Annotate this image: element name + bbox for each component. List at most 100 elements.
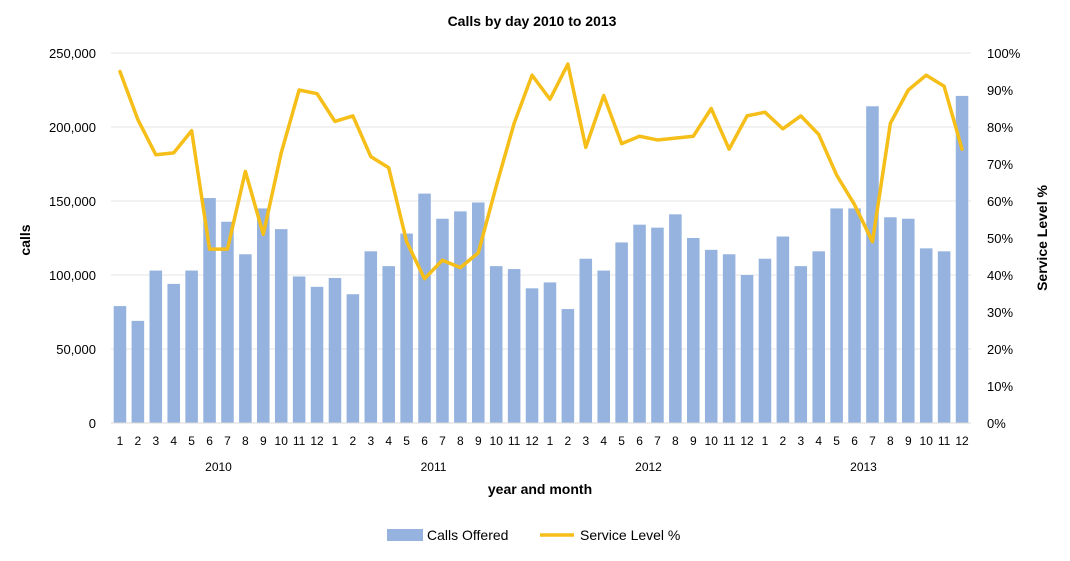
- bar: [920, 248, 933, 423]
- bar: [526, 288, 539, 423]
- x-tick-label: 2: [780, 434, 787, 448]
- y2-tick-label: 70%: [987, 157, 1013, 172]
- bar: [723, 254, 736, 423]
- bar: [562, 309, 575, 423]
- x-tick-label: 8: [242, 434, 249, 448]
- x-tick-label: 2: [135, 434, 142, 448]
- x-tick-label: 5: [618, 434, 625, 448]
- x-tick-label: 12: [740, 434, 754, 448]
- x-tick-label: 6: [206, 434, 213, 448]
- bar: [741, 275, 754, 423]
- bar: [938, 251, 951, 423]
- x-tick-label: 10: [705, 434, 719, 448]
- x-tick-label: 3: [367, 434, 374, 448]
- x-tick-label: 5: [188, 434, 195, 448]
- x-tick-label: 3: [152, 434, 159, 448]
- bar: [687, 238, 700, 423]
- bar: [436, 219, 449, 423]
- legend-swatch-calls-offered: [387, 529, 423, 541]
- x-year-label: 2012: [635, 460, 662, 474]
- bar: [400, 234, 413, 423]
- bar: [830, 208, 843, 423]
- bar: [848, 208, 861, 423]
- bar: [329, 278, 342, 423]
- bar: [866, 106, 879, 423]
- x-tick-label: 4: [815, 434, 822, 448]
- bar: [239, 254, 252, 423]
- y2-tick-label: 80%: [987, 120, 1013, 135]
- bar: [705, 250, 718, 423]
- bar: [293, 276, 306, 423]
- x-tick-label: 1: [117, 434, 124, 448]
- bar: [902, 219, 915, 423]
- y2-tick-label: 30%: [987, 305, 1013, 320]
- y-tick-label: 150,000: [49, 194, 96, 209]
- x-tick-label: 3: [797, 434, 804, 448]
- y-tick-label: 200,000: [49, 120, 96, 135]
- x-tick-label: 1: [547, 434, 554, 448]
- bar: [418, 194, 431, 423]
- bar: [185, 271, 198, 423]
- x-tick-label: 11: [723, 434, 736, 448]
- bar: [651, 228, 664, 423]
- x-tick-label: 2: [565, 434, 572, 448]
- y-tick-label: 0: [89, 416, 96, 431]
- bar: [275, 229, 288, 423]
- x-tick-label: 12: [525, 434, 539, 448]
- x-tick-label: 11: [508, 434, 521, 448]
- y-tick-label: 100,000: [49, 268, 96, 283]
- bar: [114, 306, 127, 423]
- x-tick-label: 7: [869, 434, 876, 448]
- x-axis-title: year and month: [488, 481, 592, 497]
- x-year-label: 2010: [205, 460, 232, 474]
- x-tick-label: 9: [905, 434, 912, 448]
- x-tick-label: 4: [385, 434, 392, 448]
- bar: [132, 321, 145, 423]
- legend-label-calls-offered: Calls Offered: [427, 527, 508, 543]
- bar: [633, 225, 646, 423]
- x-tick-label: 10: [920, 434, 934, 448]
- bar: [382, 266, 395, 423]
- bar: [884, 217, 897, 423]
- y-tick-label: 250,000: [49, 46, 96, 61]
- bar: [669, 214, 682, 423]
- y2-axis-title: Service Level %: [1034, 185, 1050, 291]
- y2-tick-label: 50%: [987, 231, 1013, 246]
- x-tick-label: 10: [490, 434, 504, 448]
- bar: [812, 251, 825, 423]
- x-tick-label: 7: [654, 434, 661, 448]
- bar: [490, 266, 503, 423]
- bar: [257, 208, 270, 423]
- x-tick-label: 9: [690, 434, 697, 448]
- y2-tick-label: 60%: [987, 194, 1013, 209]
- x-tick-label: 1: [332, 434, 339, 448]
- x-tick-label: 11: [938, 434, 951, 448]
- y2-tick-label: 0%: [987, 416, 1006, 431]
- y2-tick-label: 20%: [987, 342, 1013, 357]
- bar: [221, 222, 234, 423]
- chart-title: Calls by day 2010 to 2013: [448, 13, 617, 29]
- y2-tick-label: 40%: [987, 268, 1013, 283]
- bar: [597, 271, 610, 423]
- x-tick-label: 7: [224, 434, 231, 448]
- bar: [454, 211, 467, 423]
- x-tick-label: 9: [260, 434, 267, 448]
- bar: [508, 269, 521, 423]
- x-tick-label: 11: [293, 434, 306, 448]
- x-tick-label: 4: [600, 434, 607, 448]
- x-tick-label: 7: [439, 434, 446, 448]
- x-tick-label: 12: [955, 434, 969, 448]
- bar: [311, 287, 324, 423]
- x-tick-label: 4: [170, 434, 177, 448]
- x-tick-label: 5: [833, 434, 840, 448]
- x-tick-label: 3: [582, 434, 589, 448]
- x-year-label: 2011: [421, 460, 447, 474]
- bar: [544, 282, 557, 423]
- x-tick-label: 8: [672, 434, 679, 448]
- x-tick-label: 6: [421, 434, 428, 448]
- x-tick-label: 5: [403, 434, 410, 448]
- bar: [777, 237, 790, 423]
- x-tick-label: 10: [275, 434, 289, 448]
- bar: [347, 294, 360, 423]
